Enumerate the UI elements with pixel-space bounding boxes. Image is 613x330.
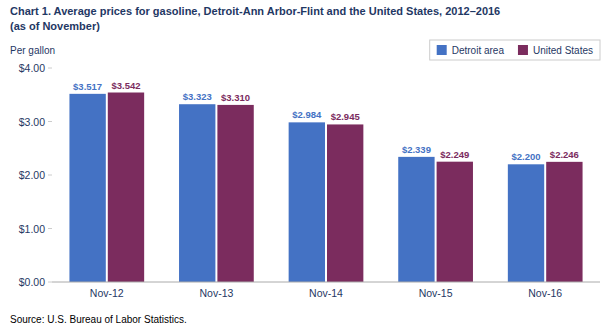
x-tick-label: Nov-15: [419, 287, 453, 299]
data-label: $2.984: [292, 109, 322, 120]
bar: [437, 162, 473, 282]
data-label: $3.323: [183, 91, 212, 102]
chart: Chart 1. Average prices for gasoline, De…: [0, 0, 613, 330]
bar: [508, 164, 544, 282]
bar: [289, 122, 325, 282]
bars: [69, 93, 582, 282]
bar: [398, 157, 434, 282]
y-tick-label: $2.00: [19, 169, 45, 181]
y-tick: [48, 121, 52, 122]
y-axis: $0.00 $1.00 $2.00 $3.00 $4.00: [19, 62, 52, 288]
bar: [69, 94, 105, 282]
x-axis: Nov-12 Nov-13 Nov-14 Nov-15 Nov-16: [90, 287, 562, 299]
bar: [327, 124, 363, 282]
data-label: $2.200: [511, 151, 540, 162]
subtitle: (as of November): [10, 20, 100, 32]
legend-frame: [430, 40, 600, 60]
y-tick-label: $4.00: [19, 62, 45, 74]
y-tick: [48, 228, 52, 229]
title: Chart 1. Average prices for gasoline, De…: [10, 5, 500, 17]
data-label: $2.249: [440, 149, 469, 160]
source: Source: U.S. Bureau of Labor Statistics.: [10, 314, 187, 325]
y-tick: [48, 175, 52, 176]
y-tick-label: $3.00: [19, 116, 45, 128]
bar: [179, 104, 215, 282]
legend-entry: Detroit area: [452, 45, 505, 56]
data-label: $3.310: [221, 92, 250, 103]
x-tick-label: Nov-12: [90, 287, 124, 299]
x-tick-label: Nov-16: [528, 287, 562, 299]
data-label: $3.542: [111, 80, 140, 91]
data-label: $2.246: [550, 149, 579, 160]
y-tick: [48, 68, 52, 69]
bar: [546, 162, 582, 282]
x-tick-label: Nov-14: [309, 287, 343, 299]
y-tick-label: $0.00: [19, 276, 45, 288]
y-tick-label: $1.00: [19, 223, 45, 235]
bar: [108, 93, 144, 282]
x-axis-line: [52, 282, 600, 283]
data-label: $2.945: [331, 111, 361, 122]
legend-swatch: [518, 45, 528, 55]
bar: [217, 105, 253, 282]
y-axis-label: Per gallon: [10, 45, 55, 56]
legend-entry: United States: [533, 45, 593, 56]
y-tick: [48, 282, 52, 283]
data-label: $3.517: [73, 81, 102, 92]
data-label: $2.339: [402, 144, 431, 155]
data-labels: $3.517 $3.323 $2.984 $2.339 $2.200 $3.542 $3.3…: [73, 80, 579, 163]
legend-swatch: [437, 45, 447, 55]
legend: Detroit area United States: [430, 40, 600, 60]
x-tick-label: Nov-13: [199, 287, 233, 299]
